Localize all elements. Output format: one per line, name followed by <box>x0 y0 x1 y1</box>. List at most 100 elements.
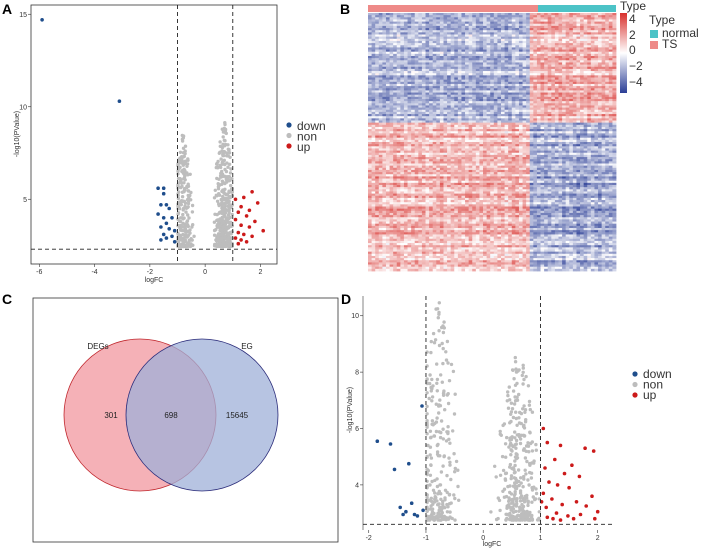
point-non <box>183 175 186 178</box>
point-non <box>213 234 216 237</box>
point-non <box>221 180 224 183</box>
panel-a-ylabel: -log10(PValue) <box>14 111 21 157</box>
point-non <box>228 156 231 159</box>
point-non <box>228 209 231 212</box>
legend-down-marker <box>286 122 291 127</box>
point-up <box>253 220 257 224</box>
point-non <box>186 213 189 216</box>
point-non <box>229 205 232 208</box>
x-tick-label: -4 <box>91 269 97 276</box>
point-non <box>179 228 182 231</box>
panel-a-xlabel: logFC <box>145 277 164 284</box>
point-non <box>224 128 227 131</box>
point-non <box>220 183 223 186</box>
point-non <box>231 191 234 194</box>
point-up <box>239 238 243 242</box>
point-non <box>187 189 190 192</box>
point-down <box>162 233 166 237</box>
point-non <box>176 218 179 221</box>
point-non <box>177 245 180 248</box>
point-non <box>227 217 230 220</box>
annotation-bar-normal <box>538 5 616 12</box>
x-tick-label: -2 <box>147 269 153 276</box>
point-non <box>229 171 232 174</box>
point-non <box>186 219 189 222</box>
point-non <box>229 196 232 199</box>
point-non <box>221 243 224 246</box>
point-up <box>242 233 246 237</box>
point-non <box>228 244 231 247</box>
point-non <box>221 229 224 232</box>
point-non <box>182 171 185 174</box>
point-non <box>223 150 226 153</box>
point-non <box>187 216 190 219</box>
point-down <box>167 207 171 211</box>
point-non <box>222 135 225 138</box>
point-non <box>227 179 230 182</box>
point-up <box>245 214 249 218</box>
point-down <box>170 216 174 220</box>
panel-a-colored-points <box>40 18 265 246</box>
point-down <box>165 222 169 226</box>
point-non <box>181 134 184 137</box>
point-up <box>250 190 254 194</box>
point-non <box>219 166 222 169</box>
point-non <box>186 173 189 176</box>
point-non <box>222 226 225 229</box>
point-non <box>216 166 219 169</box>
point-non <box>229 184 232 187</box>
point-non <box>191 223 194 226</box>
point-up <box>237 210 241 214</box>
point-up <box>256 201 260 205</box>
point-non <box>217 185 220 188</box>
point-non <box>185 165 188 168</box>
point-non <box>219 174 222 177</box>
x-tick-label: -6 <box>36 269 42 276</box>
point-down <box>165 236 169 240</box>
point-non <box>182 181 185 184</box>
point-up <box>248 225 252 229</box>
point-non <box>224 131 227 134</box>
x-tick-label: 0 <box>203 269 207 276</box>
point-non <box>222 240 225 243</box>
point-non <box>179 203 182 206</box>
point-non <box>224 219 227 222</box>
point-up <box>234 236 238 240</box>
point-non <box>223 188 226 191</box>
point-non <box>223 123 226 126</box>
point-non <box>221 154 224 157</box>
point-down <box>162 186 166 190</box>
y-tick-label: 5 <box>23 197 27 204</box>
point-up <box>245 240 249 244</box>
point-up <box>248 209 252 213</box>
panel-a-legend: down non up <box>286 119 325 154</box>
point-non <box>223 168 226 171</box>
point-up <box>242 196 246 200</box>
point-non <box>226 201 229 204</box>
point-non <box>223 208 226 211</box>
point-non <box>215 162 218 165</box>
point-non <box>191 204 194 207</box>
point-non <box>183 188 186 191</box>
x-tick-label: 2 <box>258 269 262 276</box>
point-non <box>227 237 230 240</box>
point-down <box>162 216 166 220</box>
point-non <box>226 193 229 196</box>
point-non <box>222 159 225 162</box>
point-up <box>239 205 243 209</box>
point-non <box>176 238 179 241</box>
point-non <box>226 166 229 169</box>
point-non <box>176 187 179 190</box>
point-non <box>218 140 221 143</box>
panel-b: B Type 420−2−4 Type normal TS <box>340 0 699 271</box>
point-up <box>250 235 254 239</box>
point-non <box>217 218 220 221</box>
point-non <box>188 194 191 197</box>
point-non <box>192 235 195 238</box>
point-non <box>179 186 182 189</box>
point-non <box>181 139 184 142</box>
point-non <box>215 194 218 197</box>
point-non <box>217 232 220 235</box>
point-up <box>234 198 238 202</box>
point-non <box>181 213 184 216</box>
